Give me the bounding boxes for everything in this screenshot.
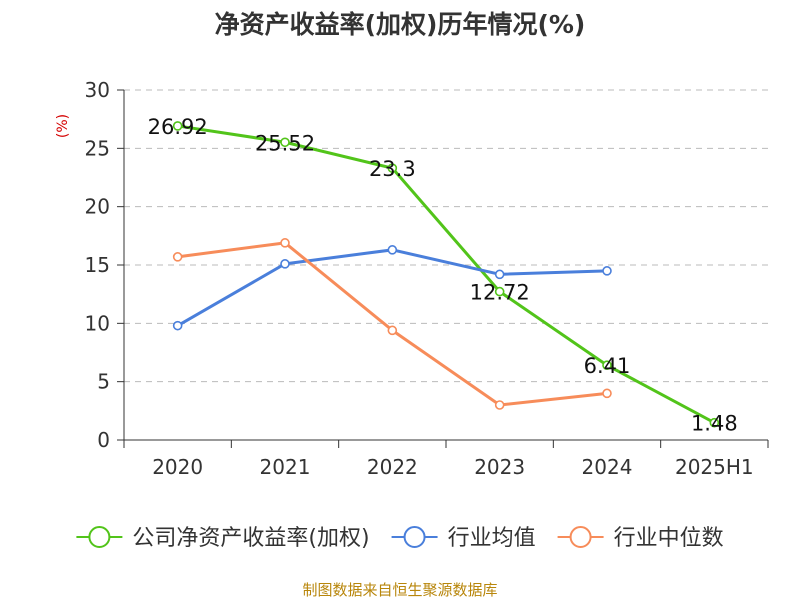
y-tick-label: 20: [85, 195, 110, 219]
data-point: [280, 137, 290, 148]
y-tick-label: 25: [85, 136, 110, 160]
legend-swatch-marker: [403, 526, 426, 548]
data-point: [494, 269, 505, 280]
x-tick-label: 2024: [582, 455, 633, 479]
data-point: [172, 121, 183, 131]
series-line-3: [177, 241, 608, 407]
legend-swatch-marker: [88, 526, 111, 548]
chart-title: 净资产收益率(加权)历年情况(%): [215, 10, 586, 39]
data-label: 6.41: [584, 354, 631, 378]
series-layer: [172, 121, 720, 428]
data-point: [709, 417, 720, 428]
x-tick-label: 2023: [474, 455, 525, 479]
data-label: 26.92: [148, 115, 208, 139]
y-axis-unit-label: (%): [55, 114, 71, 138]
data-point: [602, 360, 612, 371]
legend: 公司净资产收益率(加权) 行业均值 行业中位数: [76, 526, 724, 551]
data-label-layer: 26.92 25.52 23.3 12.72 6.41 1.48: [148, 115, 738, 436]
data-point: [387, 325, 398, 336]
legend-item-3: 行业中位数: [557, 526, 724, 551]
x-tick-label: 2021: [260, 455, 311, 479]
series-line-1: [177, 124, 716, 425]
legend-swatch-marker: [569, 526, 592, 548]
data-label: 25.52: [255, 131, 315, 155]
data-point: [387, 245, 398, 255]
data-point: [172, 252, 183, 262]
y-tick-label: 0: [97, 428, 110, 452]
data-label: 1.48: [691, 412, 738, 436]
y-tick-label: 10: [85, 311, 110, 335]
data-point: [172, 320, 183, 331]
data-point: [494, 400, 505, 410]
axis-layer: 0 5 10 15 20 25 30 2020 2021 2022 2023 2024 2025H1: [85, 78, 769, 479]
data-point: [387, 163, 398, 173]
source-note: 制图数据来自恒生聚源数据库: [302, 581, 497, 599]
x-tick-label: 2020: [152, 455, 203, 479]
data-label: 12.72: [470, 281, 530, 305]
series-line-2: [176, 248, 608, 327]
data-point: [280, 259, 290, 269]
legend-item-1: 公司净资产收益率(加权): [76, 526, 370, 551]
y-tick-label: 15: [85, 253, 110, 277]
data-point: [602, 266, 612, 276]
legend-label: 行业中位数: [614, 526, 724, 551]
data-label: 23.3: [369, 157, 416, 181]
x-tick-label: 2025H1: [675, 455, 754, 479]
legend-item-2: 行业均值: [391, 526, 536, 551]
legend-label: 行业均值: [448, 526, 536, 551]
grid-layer: [124, 89, 768, 383]
y-tick-label: 5: [97, 370, 110, 394]
data-point: [494, 286, 505, 297]
legend-label: 公司净资产收益率(加权): [132, 526, 369, 551]
y-tick-label: 30: [85, 78, 110, 102]
data-point: [280, 238, 290, 248]
data-point: [602, 388, 612, 399]
x-tick-label: 2022: [367, 455, 418, 479]
